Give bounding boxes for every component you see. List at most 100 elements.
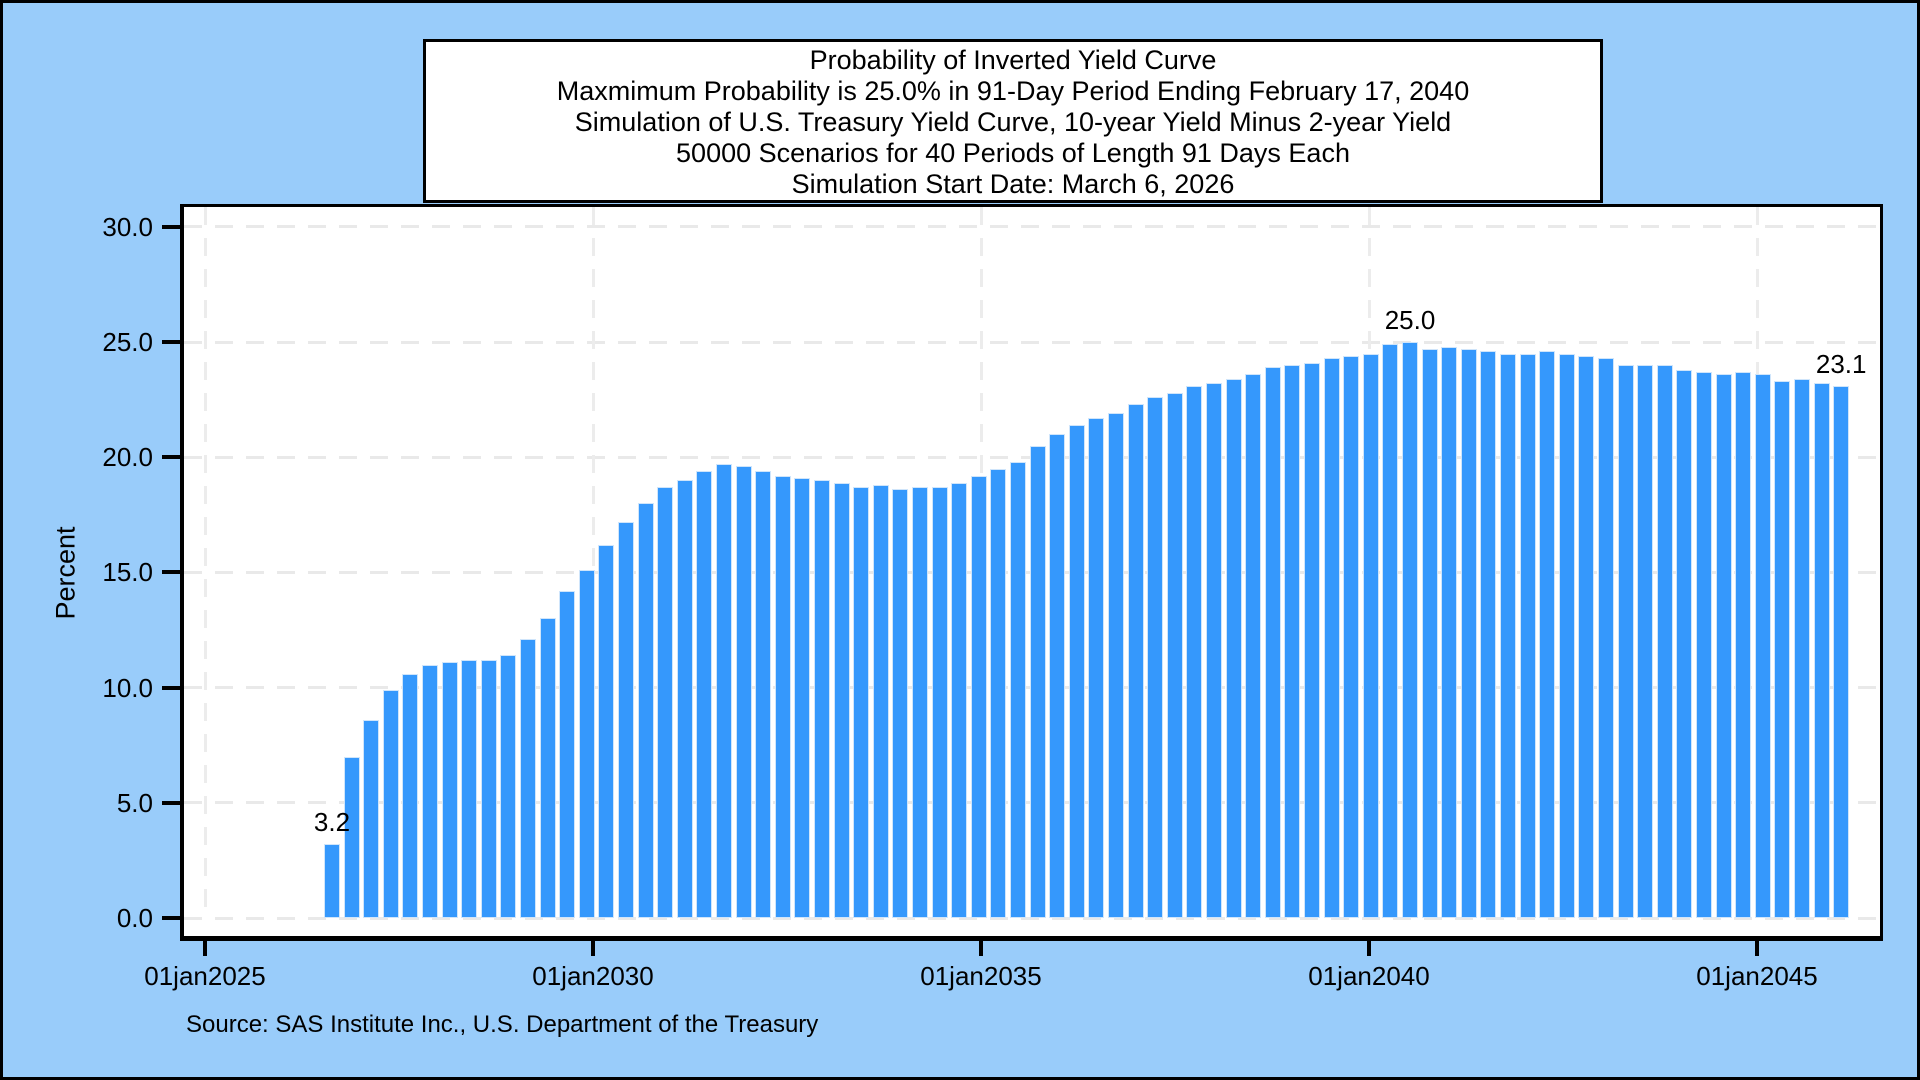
bar bbox=[637, 503, 654, 918]
gridline-vertical bbox=[203, 207, 207, 918]
bar bbox=[1284, 365, 1301, 918]
gridline-horizontal bbox=[184, 225, 1880, 229]
bar bbox=[1617, 365, 1634, 918]
bar bbox=[539, 618, 556, 918]
bar bbox=[441, 662, 458, 918]
bar bbox=[363, 719, 380, 918]
bar bbox=[1676, 369, 1693, 918]
y-axis-tick-label: 10.0 bbox=[102, 672, 153, 703]
bar bbox=[1637, 365, 1654, 918]
bar bbox=[696, 471, 713, 918]
bar bbox=[735, 466, 752, 918]
y-axis-tick bbox=[162, 224, 180, 229]
bar bbox=[1323, 358, 1340, 918]
gridline-horizontal bbox=[184, 340, 1880, 344]
bar bbox=[1166, 392, 1183, 918]
bar bbox=[1245, 374, 1262, 918]
bar bbox=[1029, 445, 1046, 918]
bar bbox=[1421, 348, 1438, 918]
chart-title-box: Probability of Inverted Yield Curve Maxm… bbox=[423, 39, 1603, 203]
bar bbox=[951, 482, 968, 918]
bar bbox=[774, 475, 791, 918]
y-axis-tick-label: 15.0 bbox=[102, 557, 153, 588]
y-axis-tick-label: 0.0 bbox=[116, 903, 153, 933]
y-axis-tick-label: 30.0 bbox=[102, 211, 153, 242]
bar bbox=[324, 844, 340, 918]
bar bbox=[1343, 355, 1360, 918]
bar bbox=[1402, 342, 1418, 918]
bar bbox=[657, 487, 674, 918]
bar bbox=[382, 689, 399, 918]
chart-title-line-5: Simulation Start Date: March 6, 2026 bbox=[791, 169, 1235, 199]
y-axis-tick bbox=[162, 800, 180, 805]
bar bbox=[892, 489, 909, 918]
bar bbox=[1598, 358, 1614, 918]
bar bbox=[1108, 413, 1124, 918]
y-axis-tick bbox=[162, 455, 180, 460]
bar bbox=[872, 484, 889, 918]
bar bbox=[1500, 353, 1516, 918]
source-note: Source: SAS Institute Inc., U.S. Departm… bbox=[186, 1011, 819, 1038]
bar-value-label: 25.0 bbox=[1384, 305, 1436, 335]
bar bbox=[578, 570, 595, 918]
bar bbox=[1735, 371, 1752, 918]
bar bbox=[1186, 385, 1203, 918]
y-axis-tick bbox=[162, 570, 180, 575]
bar bbox=[1519, 353, 1536, 918]
bar bbox=[990, 468, 1007, 918]
bar bbox=[618, 521, 634, 918]
bar bbox=[833, 482, 850, 918]
bar bbox=[1578, 355, 1595, 918]
bar bbox=[1754, 374, 1771, 918]
bar bbox=[1715, 374, 1732, 918]
plot-area: 3.2 25.0 23.1 bbox=[180, 204, 1883, 941]
chart-title-line-4: 50000 Scenarios for 40 Periods of Length… bbox=[676, 138, 1350, 168]
bar bbox=[1774, 381, 1791, 918]
bar bbox=[1049, 434, 1066, 918]
y-axis-tick-label: 20.0 bbox=[102, 442, 153, 473]
y-axis-tick-label: 5.0 bbox=[116, 787, 153, 818]
x-axis-tick-label: 01jan2030 bbox=[532, 961, 654, 991]
bar bbox=[1010, 461, 1026, 918]
y-axis-tick bbox=[162, 685, 180, 690]
bar bbox=[1441, 346, 1458, 918]
bar bbox=[970, 475, 987, 918]
x-axis-tick bbox=[979, 941, 983, 956]
bar bbox=[1147, 397, 1164, 918]
bar bbox=[1813, 383, 1830, 918]
bar bbox=[676, 480, 693, 918]
bar bbox=[598, 544, 615, 918]
bar bbox=[1088, 418, 1105, 918]
bar bbox=[461, 659, 478, 918]
bar bbox=[1558, 353, 1575, 918]
bar bbox=[1264, 367, 1281, 918]
bar bbox=[755, 471, 772, 918]
bar bbox=[402, 673, 419, 918]
bar bbox=[1794, 378, 1810, 918]
y-axis-tick bbox=[162, 340, 180, 344]
x-axis-tick bbox=[1367, 941, 1371, 956]
bar bbox=[814, 480, 830, 918]
x-axis-tick bbox=[591, 941, 595, 956]
bar bbox=[1362, 353, 1379, 918]
bar bbox=[1696, 371, 1712, 918]
bar bbox=[1382, 344, 1399, 918]
bar bbox=[1068, 424, 1085, 918]
bar bbox=[1656, 365, 1673, 918]
x-axis-tick bbox=[203, 941, 207, 956]
bar bbox=[912, 487, 928, 918]
y-axis-tick-label: 25.0 bbox=[102, 327, 153, 357]
bar bbox=[343, 756, 360, 918]
x-axis-tick-label: 01jan2025 bbox=[144, 961, 266, 991]
bar bbox=[1304, 362, 1320, 918]
bar bbox=[1480, 351, 1497, 918]
bar bbox=[716, 464, 732, 918]
bar bbox=[853, 487, 870, 918]
bar bbox=[520, 639, 536, 918]
y-axis-tick bbox=[162, 916, 180, 920]
bar bbox=[559, 590, 576, 918]
bar bbox=[1206, 383, 1222, 918]
bar bbox=[1833, 385, 1850, 918]
bar bbox=[931, 487, 948, 918]
chart-title-line-1: Probability of Inverted Yield Curve bbox=[809, 45, 1217, 75]
